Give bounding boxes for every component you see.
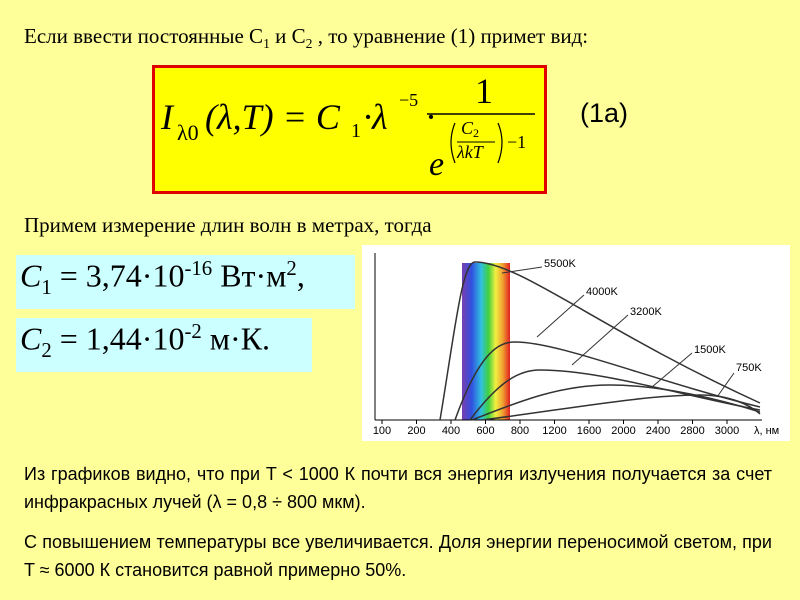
- equation-label: (1a): [580, 98, 629, 128]
- x-tick-label: 100: [373, 425, 391, 437]
- const-part: = 3,74·10: [51, 257, 185, 294]
- x-axis-label: λ, нм: [754, 425, 779, 437]
- heading: Если ввести постоянные C1 и C2 , то урав…: [24, 24, 588, 52]
- const-part: 2: [41, 339, 52, 363]
- formula-part: λkT: [457, 142, 483, 162]
- formula-part: I: [161, 97, 173, 137]
- const-part: C: [20, 320, 42, 357]
- leaders: [501, 266, 735, 398]
- const-part: = 1,44·10: [51, 320, 185, 357]
- spectrum-graph: 5500K 4000K 3200K 1500K 750K 100 200 400 600 800…: [362, 245, 790, 441]
- const-part: -16: [184, 257, 213, 280]
- formula-part: 1: [475, 71, 493, 111]
- const-part: Вт·м: [212, 257, 287, 294]
- graph-bg: [362, 245, 790, 441]
- curve-label: 750K: [736, 362, 762, 374]
- formula-part: −5: [399, 90, 419, 110]
- formula-lines: [427, 113, 535, 164]
- curves: [439, 261, 761, 421]
- x-tick-label: 400: [442, 425, 460, 437]
- x-tick-label: 2400: [646, 425, 670, 437]
- const-part: -2: [184, 320, 202, 343]
- x-tick-label: 800: [511, 425, 529, 437]
- heading-sub: 1: [263, 36, 270, 52]
- curve-label: 4000K: [586, 286, 618, 298]
- const-part: м·К.: [201, 320, 271, 357]
- formula-part: e: [429, 146, 445, 183]
- x-tick-label: 600: [476, 425, 494, 437]
- paragraph: С повышением температуры все увеличивает…: [24, 532, 772, 580]
- formula-part: ·: [425, 97, 437, 137]
- formula-part: C: [461, 118, 474, 138]
- heading-sub: 2: [305, 36, 313, 52]
- curve-label: 3200K: [630, 306, 662, 318]
- x-tick-label: 3000: [715, 425, 739, 437]
- const-part: C: [20, 257, 42, 294]
- x-tick-label: 1600: [577, 425, 601, 437]
- visible-band: [462, 263, 510, 420]
- heading-text: Если ввести постоянные C: [24, 24, 264, 48]
- const-part: 2: [286, 257, 297, 280]
- formula-part: −1: [507, 132, 527, 152]
- heading-text: , то уравнение (1) примет вид:: [312, 24, 589, 48]
- constant-c2: C2 = 1,44·10-2 м·К.: [16, 318, 312, 372]
- constant-c1: C1 = 3,74·10-16 Вт·м2,: [16, 255, 355, 309]
- x-tick-label: 200: [407, 425, 425, 437]
- curve-label: 5500K: [544, 258, 576, 270]
- const-part: 1: [41, 276, 52, 300]
- formula-part: λ0: [177, 120, 199, 145]
- formula-part: 2: [473, 126, 479, 140]
- x-tick-label: 1200: [542, 425, 566, 437]
- formula-part: 1: [351, 120, 361, 142]
- paragraph: Из графиков видно, что при T < 1000 К по…: [24, 464, 772, 512]
- const-part: ,: [296, 257, 305, 294]
- sentence: Примем измерение длин волн в метрах, тог…: [24, 213, 432, 237]
- formula-box: I λ0 (λ,T) = C 1 ·λ −5 · 1 e C 2 λkT −1: [152, 65, 547, 194]
- heading-text: и C: [269, 24, 306, 48]
- x-tick-label: 2800: [680, 425, 704, 437]
- formula-part: (λ,T) = C: [205, 97, 340, 137]
- curve-label: 1500K: [694, 344, 726, 356]
- formula-part: ·λ: [363, 97, 388, 137]
- x-tick-label: 2000: [611, 425, 635, 437]
